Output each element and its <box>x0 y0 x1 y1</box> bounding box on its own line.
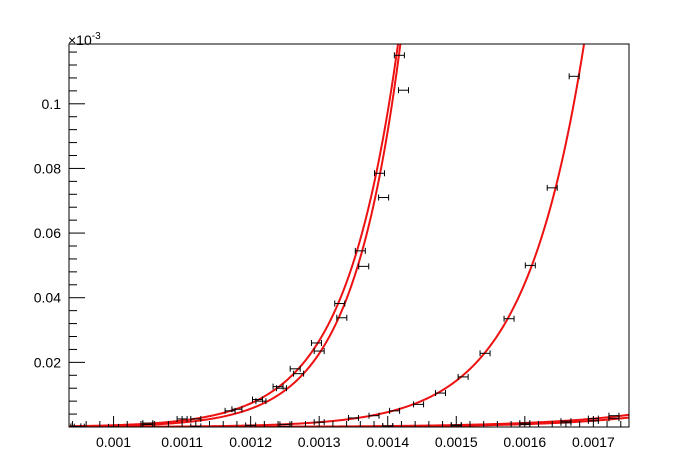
data-point <box>378 194 390 201</box>
data-point <box>190 415 202 422</box>
data-point <box>358 263 370 270</box>
data-point <box>255 398 267 405</box>
data-point <box>347 414 359 421</box>
data-point <box>336 314 348 321</box>
data-point <box>334 300 346 307</box>
x-tick-label: 0.001 <box>96 434 131 450</box>
y-tick-label: 0.06 <box>34 225 61 241</box>
data-point <box>393 52 405 59</box>
data-point <box>568 73 580 80</box>
y-exponent-power: -3 <box>92 31 101 42</box>
data-point <box>275 385 287 392</box>
x-tick-label: 0.0017 <box>572 434 615 450</box>
x-tick-label: 0.0012 <box>229 434 272 450</box>
x-tick-label: 0.0013 <box>298 434 341 450</box>
data-point <box>293 370 305 377</box>
data-point <box>374 170 386 177</box>
y-exponent-base: ×10 <box>68 32 92 48</box>
data-point <box>397 87 409 94</box>
data-point <box>313 348 325 355</box>
fit-curve-2 <box>69 44 402 427</box>
y-tick-label: 0.02 <box>34 354 61 370</box>
data-point <box>457 373 469 380</box>
plot-frame <box>68 43 630 428</box>
x-tick-label: 0.0016 <box>503 434 546 450</box>
data-point <box>368 412 380 419</box>
data-point <box>389 407 401 414</box>
data-point <box>354 247 366 254</box>
fit-curve-1 <box>69 44 400 427</box>
data-point <box>608 415 620 422</box>
data-point <box>479 350 491 357</box>
x-tick-label: 0.0015 <box>435 434 478 450</box>
data-point <box>524 262 536 269</box>
x-tick-label: 0.0014 <box>366 434 409 450</box>
data-point <box>142 421 154 427</box>
data-point <box>546 184 558 191</box>
data-point <box>289 365 301 372</box>
data-point <box>413 401 425 408</box>
y-tick-label: 0.08 <box>34 160 61 176</box>
x-tick-label: 0.0011 <box>161 434 203 450</box>
data-point <box>503 315 515 322</box>
y-axis-exponent-label: ×10-3 <box>68 31 101 48</box>
data-point <box>435 390 447 397</box>
data-point <box>310 339 322 346</box>
y-tick-label: 0.04 <box>34 290 61 306</box>
data-point <box>231 406 243 413</box>
y-tick-label: 0.1 <box>42 96 62 112</box>
